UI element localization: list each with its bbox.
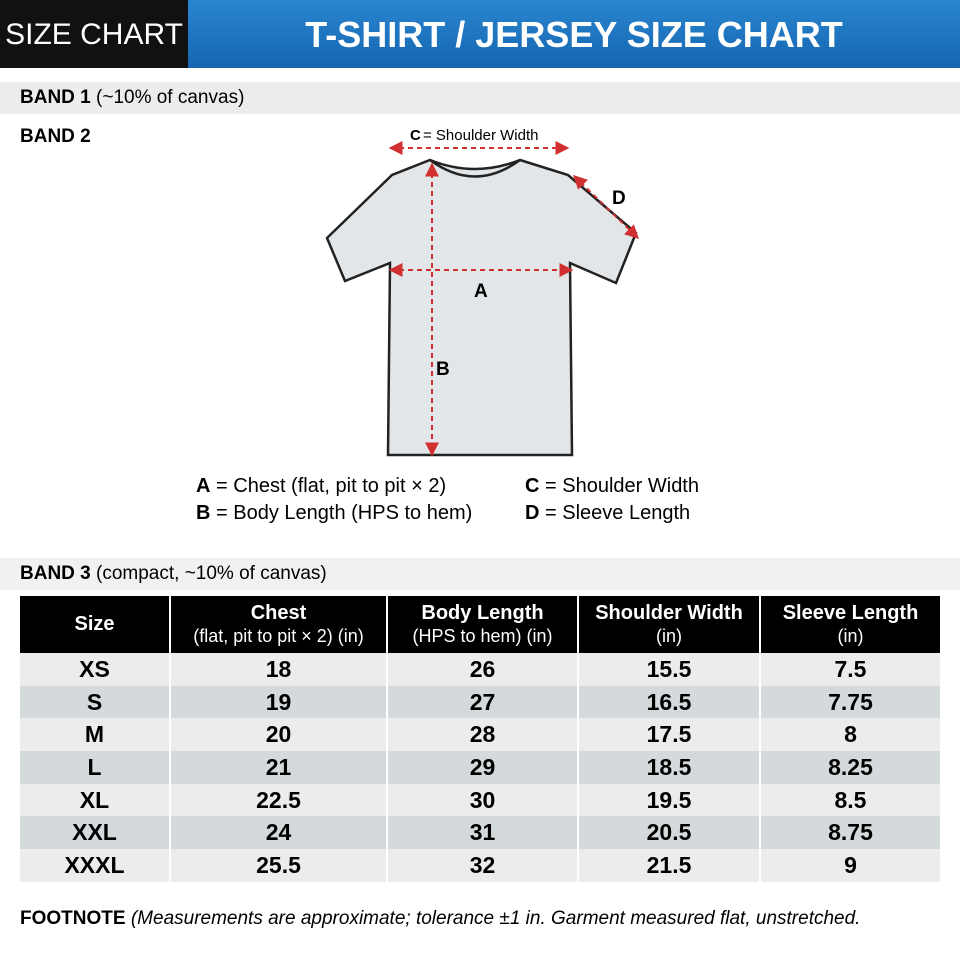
legend-key: D [525,502,540,524]
band-note: (~10% of canvas) [96,87,245,108]
band3: BAND 3 (compact, ~10% of canvas) [0,558,960,590]
legend-item: B = Body Length (HPS to hem) [196,502,472,525]
measurement-cell: 19 [169,685,387,719]
measurement-cell: 8.5 [759,783,940,817]
column-header: Body Length (HPS to hem) (in) [386,596,578,653]
measurement-cell: 7.75 [759,685,940,719]
band-label: BAND 2 [20,126,91,147]
column-header: Sleeve Length (in) [759,596,940,653]
column-unit: (in) [837,625,864,646]
band-label: BAND 3 [20,563,91,584]
legend-text: = Body Length (HPS to hem) [216,502,473,524]
size-cell: XL [20,783,170,817]
size-cell: XXL [20,816,170,850]
header-tag: SIZE CHART [0,0,188,68]
measurement-cell: 24 [169,816,387,850]
size-cell: L [20,751,170,784]
column-title: Chest [250,601,307,624]
measurement-cell: 25.5 [169,849,387,882]
measurement-cell: 28 [386,718,578,752]
column-unit: (in) [656,625,682,646]
measurement-cell: 18 [169,653,387,686]
column-title: Body Length [421,601,544,624]
measurement-cell: 17.5 [577,718,760,752]
table-row: L 21 29 18.5 8.25 [20,751,940,784]
column-title: Sleeve Length [782,601,919,624]
header-title: T-SHIRT / JERSEY SIZE CHART [188,0,960,68]
legend-item: C = Shoulder Width [525,475,699,498]
footnote: FOOTNOTE (Measurements are approximate; … [20,908,860,930]
size-table: Size Chest (flat, pit to pit × 2) (in) Body… [20,596,940,882]
label-b: B [436,359,450,380]
shirt [325,158,638,457]
column-unit: (HPS to hem) (in) [412,625,553,646]
measurement-cell: 21.5 [577,849,760,882]
table-row: XL 22.5 30 19.5 8.5 [20,783,940,817]
label-c-text: = Shoulder Width [423,127,538,144]
footnote-label: FOOTNOTE [20,908,126,929]
column-header: Size [20,596,170,653]
collar [429,158,521,178]
size-cell: XXXL [20,849,170,882]
band-note: (compact, ~10% of canvas) [96,563,327,584]
measurement-cell: 18.5 [577,751,760,784]
legend-text: = Shoulder Width [545,475,699,497]
measurement-cell: 30 [386,783,578,817]
table-row: S 19 27 16.5 7.75 [20,685,940,719]
measurement-cell: 8.75 [759,816,940,850]
size-cell: XS [20,653,170,686]
column-title: Size [74,613,115,635]
shirt-diagram: C = Shoulder Width A B D [325,127,640,457]
measurement-cell: 26 [386,653,578,686]
column-unit: (flat, pit to pit × 2) (in) [193,625,364,646]
legend-text: = Sleeve Length [545,502,691,524]
measurement-cell: 7.5 [759,653,940,686]
legend-key: A [196,475,211,497]
measurement-cell: 9 [759,849,940,882]
measurement-cell: 19.5 [577,783,760,817]
column-title: Shoulder Width [595,601,743,624]
column-header: Shoulder Width (in) [577,596,760,653]
table-row: XS 18 26 15.5 7.5 [20,653,940,686]
band-label: BAND 1 [20,87,91,108]
measurement-cell: 16.5 [577,685,760,719]
measurement-cell: 29 [386,751,578,784]
label-a: A [474,281,488,302]
measurement-cell: 21 [169,751,387,784]
measurement-cell: 27 [386,685,578,719]
table-row: XXXL 25.5 32 21.5 9 [20,849,940,882]
size-cell: S [20,685,170,719]
legend-key: C [525,475,540,497]
measurement-cell: 20.5 [577,816,760,850]
measurement-cell: 31 [386,816,578,850]
label-c: C [410,127,421,144]
size-cell: M [20,718,170,752]
legend-text: = Chest (flat, pit to pit × 2) [216,475,447,497]
legend-item: D = Sleeve Length [525,502,690,525]
measurement-cell: 15.5 [577,653,760,686]
table-row: XXL 24 31 20.5 8.75 [20,816,940,850]
legend-item: A = Chest (flat, pit to pit × 2) [196,475,446,498]
measurement-cell: 32 [386,849,578,882]
column-header: Chest (flat, pit to pit × 2) (in) [169,596,387,653]
table-row: M 20 28 17.5 8 [20,718,940,752]
measurement-cell: 8.25 [759,751,940,784]
measurement-cell: 20 [169,718,387,752]
measurement-cell: 22.5 [169,783,387,817]
measurement-cell: 8 [759,718,940,752]
label-d: D [612,188,626,209]
header-row: Size Chest (flat, pit to pit × 2) (in) Body… [20,596,940,653]
legend-key: B [196,502,211,524]
footnote-text: (Measurements are approximate; tolerance… [130,908,861,929]
band2: BAND 2 [0,126,91,148]
band1: BAND 1 (~10% of canvas) [0,82,960,114]
arrow-d [572,175,640,239]
